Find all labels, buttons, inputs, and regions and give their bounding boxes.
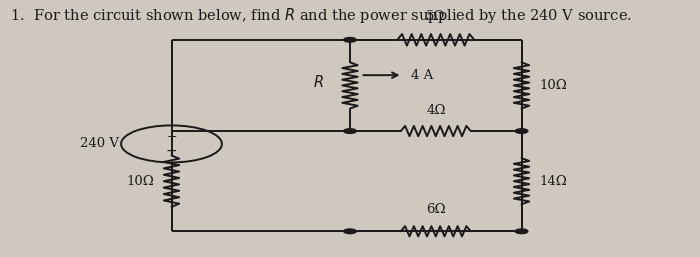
Text: +: +: [166, 130, 177, 143]
Text: 10Ω: 10Ω: [126, 175, 154, 188]
Text: −: −: [166, 144, 177, 158]
Text: 4Ω: 4Ω: [426, 104, 445, 117]
Text: $R$: $R$: [313, 74, 323, 90]
Circle shape: [515, 129, 528, 133]
Text: 1.  For the circuit shown below, find $R$ and the power supplied by the 240 V so: 1. For the circuit shown below, find $R$…: [10, 6, 632, 25]
Circle shape: [344, 129, 356, 133]
Text: 5Ω: 5Ω: [426, 10, 445, 23]
Text: 240 V: 240 V: [80, 137, 119, 150]
Circle shape: [344, 229, 356, 234]
Circle shape: [515, 229, 528, 234]
Text: 14Ω: 14Ω: [539, 175, 567, 188]
Text: 10Ω: 10Ω: [539, 79, 567, 92]
Text: 4 A: 4 A: [411, 69, 433, 82]
Circle shape: [344, 38, 356, 42]
Text: 6Ω: 6Ω: [426, 203, 445, 216]
